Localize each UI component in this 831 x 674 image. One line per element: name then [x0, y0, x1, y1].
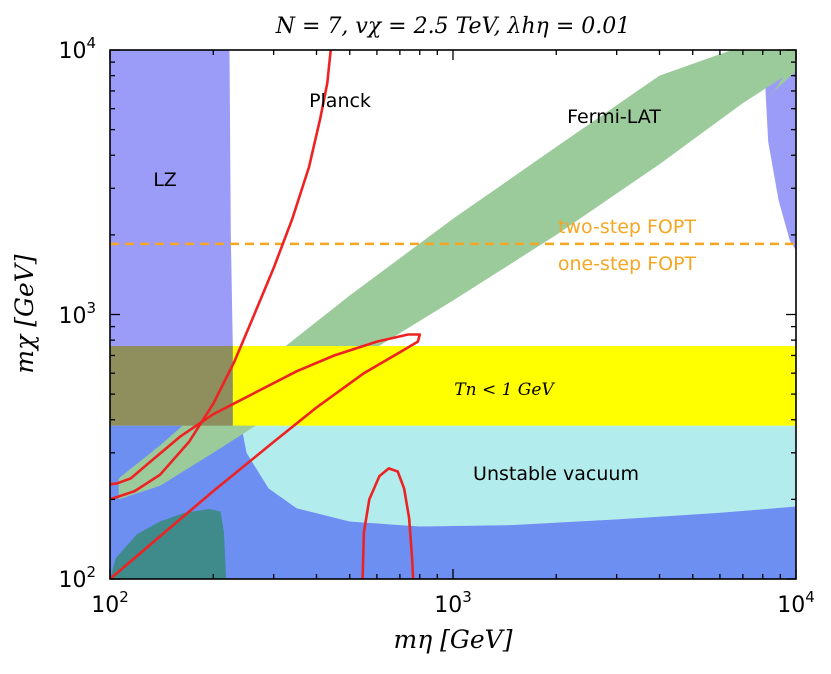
x-tick-label-1e2: 102 — [91, 588, 129, 618]
planck-low-mass-dome — [361, 467, 415, 579]
lz-region-right — [765, 50, 796, 251]
planck-label: Planck — [309, 90, 371, 112]
fopt-two-step-label: two-step FOPT — [558, 216, 696, 238]
axis-ticks — [109, 49, 797, 580]
planck-relic-line — [110, 50, 332, 501]
y-tick-label-1e3: 103 — [58, 299, 96, 329]
lz-unstable-overlap-region — [110, 394, 796, 579]
lz-label: LZ — [153, 169, 177, 191]
fopt-one-step-label: one-step FOPT — [558, 253, 697, 275]
y-tick-label-1e4: 104 — [58, 34, 96, 64]
x-axis-label: mη [GeV] — [394, 625, 513, 654]
planck-resonance-loop — [110, 333, 422, 579]
lz-region-left — [110, 50, 233, 426]
tn-band-label: Tn < 1 GeV — [454, 380, 555, 400]
unstable-vacuum-region — [232, 394, 796, 527]
x-tick-label-1e3: 103 — [434, 588, 472, 618]
chart-title: N = 7, vχ = 2.5 TeV, λhη = 0.01 — [275, 14, 631, 39]
unstable-vacuum-label: Unstable vacuum — [473, 463, 639, 485]
fermi-lat-label: Fermi-LAT — [567, 106, 661, 128]
y-axis-label: mχ [GeV] — [10, 254, 39, 373]
x-tick-label-1e4: 104 — [777, 588, 815, 618]
dark-teal-region — [110, 509, 227, 579]
y-tick-label-1e2: 102 — [58, 563, 96, 593]
tn-lz-overlap — [110, 346, 233, 426]
